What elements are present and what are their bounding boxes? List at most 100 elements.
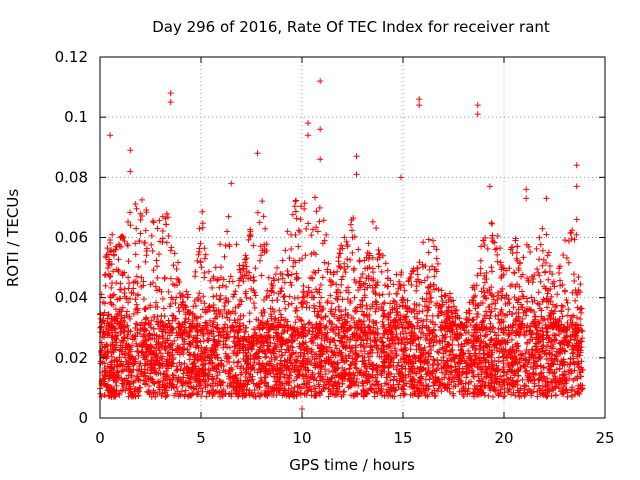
data-point [202, 309, 209, 316]
data-point [181, 360, 188, 367]
data-point [195, 388, 202, 395]
data-point [287, 354, 294, 361]
data-point [247, 295, 254, 302]
data-point [220, 386, 227, 393]
data-point [176, 351, 183, 358]
data-point [401, 391, 408, 398]
data-point [243, 386, 250, 393]
data-point [271, 277, 278, 284]
data-point [214, 276, 221, 283]
data-point [494, 232, 501, 239]
data-point [376, 353, 383, 360]
data-point [227, 273, 234, 280]
data-point [107, 299, 114, 306]
data-point [477, 383, 484, 390]
data-point [451, 303, 458, 310]
data-point [146, 349, 153, 356]
data-point [199, 362, 206, 369]
data-point [164, 365, 171, 372]
data-point [143, 352, 150, 359]
data-point [370, 331, 377, 338]
data-point [481, 272, 488, 279]
data-point [434, 312, 441, 319]
data-point [545, 386, 552, 393]
data-point [309, 226, 316, 233]
data-point [285, 272, 292, 279]
data-point [174, 343, 181, 350]
data-point [553, 366, 560, 373]
data-point [469, 297, 476, 304]
data-point [369, 301, 376, 308]
data-point [293, 393, 300, 400]
data-point [506, 385, 513, 392]
data-point [366, 282, 373, 289]
data-point [100, 312, 107, 319]
data-point [543, 334, 550, 341]
data-point [422, 392, 429, 399]
data-point [124, 331, 131, 338]
data-point [291, 388, 298, 395]
data-point [372, 284, 379, 291]
data-point [226, 243, 233, 250]
data-point [494, 251, 501, 258]
data-point [100, 376, 107, 383]
data-point [532, 322, 539, 329]
data-point [176, 359, 183, 366]
data-point [148, 324, 155, 331]
data-point [159, 390, 166, 397]
data-point [532, 363, 539, 370]
data-point [396, 379, 403, 386]
data-point [194, 352, 201, 359]
data-point [294, 307, 301, 314]
data-point [104, 264, 111, 271]
data-point [535, 289, 542, 296]
data-point [372, 308, 379, 315]
data-point [477, 354, 484, 361]
data-point [154, 303, 161, 310]
data-point [333, 281, 340, 288]
data-point [201, 255, 208, 262]
data-point [169, 346, 176, 353]
data-point [281, 293, 288, 300]
data-point [114, 311, 121, 318]
data-point [133, 366, 140, 373]
data-point [423, 324, 430, 331]
data-point [489, 220, 496, 227]
data-point [411, 390, 418, 397]
data-point [380, 252, 387, 259]
data-point [430, 382, 437, 389]
data-point [367, 337, 374, 344]
data-point [121, 286, 128, 293]
data-point [424, 335, 431, 342]
data-point [498, 319, 505, 326]
data-point [471, 286, 478, 293]
data-point [418, 279, 425, 286]
data-point [201, 354, 208, 361]
data-point [470, 373, 477, 380]
data-point [257, 344, 264, 351]
data-point [132, 393, 139, 400]
data-point [353, 337, 360, 344]
data-point [259, 198, 266, 205]
data-point [457, 356, 464, 363]
data-point [544, 387, 551, 394]
data-point [242, 328, 249, 335]
data-point [109, 342, 116, 349]
data-point [558, 308, 565, 315]
data-point [376, 292, 383, 299]
data-point [330, 271, 337, 278]
data-point [339, 375, 346, 382]
data-point [386, 337, 393, 344]
data-point [484, 245, 491, 252]
data-point [563, 386, 570, 393]
data-point [278, 285, 285, 292]
data-point [373, 367, 380, 374]
data-point [365, 357, 372, 364]
data-point [449, 341, 456, 348]
data-point [418, 379, 425, 386]
data-point [155, 336, 162, 343]
data-point [563, 255, 570, 262]
data-point [432, 377, 439, 384]
data-point [172, 299, 179, 306]
data-point [344, 256, 351, 263]
